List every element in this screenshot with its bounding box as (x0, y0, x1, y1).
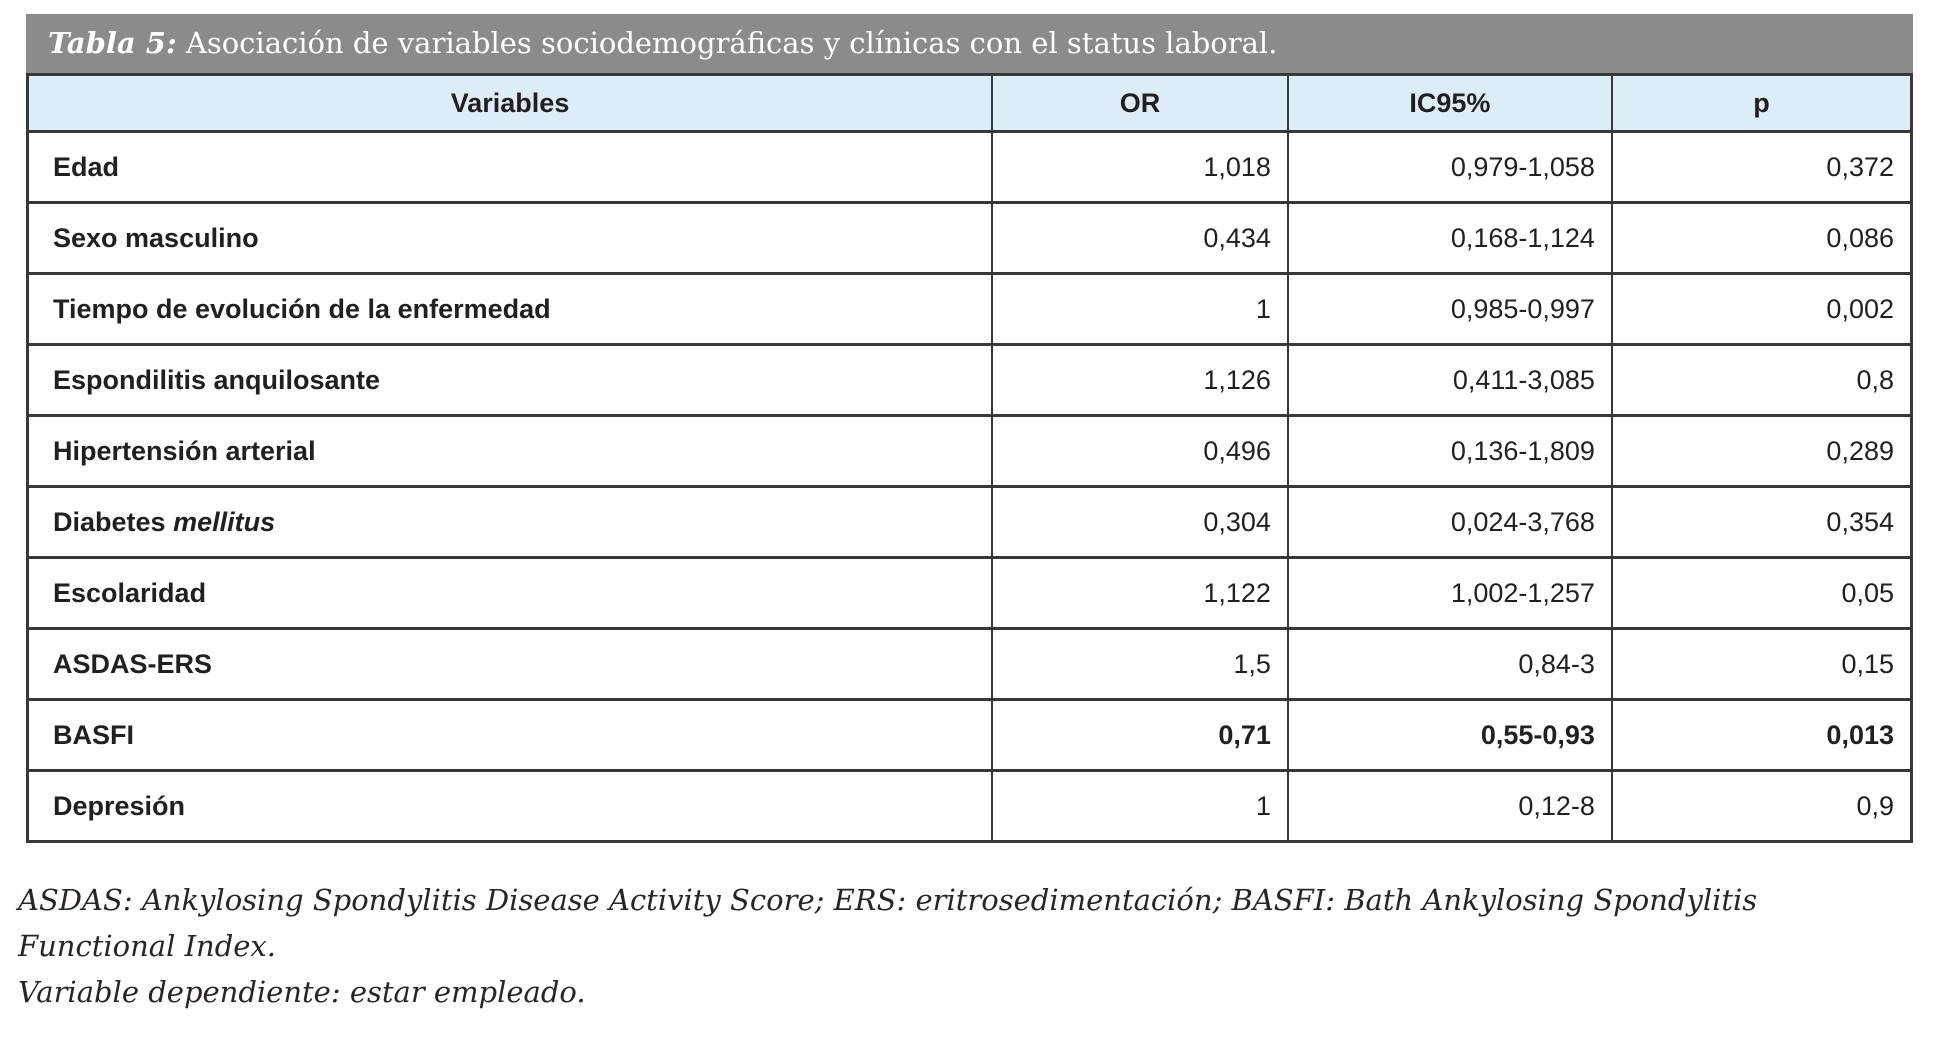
row-variable: Depresión (53, 790, 186, 821)
footnote-abbreviations: ASDAS: Ankylosing Spondylitis Disease Ac… (18, 883, 1758, 963)
col-header-or: OR (991, 73, 1289, 133)
row-ic95-value: 0,55-0,93 (1286, 698, 1613, 772)
table-row: Espondilitis anquilosante 1,126 0,411-3,… (26, 343, 1913, 417)
table-title-label: Tabla 5: (48, 26, 177, 60)
row-or-value: 1,122 (991, 556, 1289, 630)
row-or-value: 1,5 (991, 627, 1289, 701)
col-header-p: p (1610, 73, 1913, 133)
table-row: Tiempo de evolución de la enfermedad 1 0… (26, 272, 1913, 346)
row-or-value: 1 (991, 769, 1289, 843)
row-variable-cell: Sexo masculino (26, 201, 994, 275)
table-row: Escolaridad 1,122 1,002-1,257 0,05 (26, 556, 1913, 630)
results-table: Variables OR IC95% p Edad 1,018 0,979-1,… (26, 73, 1913, 843)
row-p-value: 0,15 (1610, 627, 1913, 701)
footnote-dependent-variable: Variable dependiente: estar empleado. (18, 975, 586, 1009)
row-ic95-value: 0,979-1,058 (1286, 130, 1613, 204)
row-variable-cell: Escolaridad (26, 556, 994, 630)
row-ic95-value: 0,024-3,768 (1286, 485, 1613, 559)
row-ic95-value: 0,985-0,997 (1286, 272, 1613, 346)
row-or-value: 0,71 (991, 698, 1289, 772)
row-p-value: 0,8 (1610, 343, 1913, 417)
row-variable-cell: Edad (26, 130, 994, 204)
row-variable-italic: mellitus (173, 506, 276, 537)
row-ic95-value: 0,12-8 (1286, 769, 1613, 843)
row-ic95-value: 0,136-1,809 (1286, 414, 1613, 488)
row-or-value: 0,434 (991, 201, 1289, 275)
row-p-value: 0,086 (1610, 201, 1913, 275)
table-row: ASDAS-ERS 1,5 0,84-3 0,15 (26, 627, 1913, 701)
table-row: Hipertensión arterial 0,496 0,136-1,809 … (26, 414, 1913, 488)
row-variable-cell: BASFI (26, 698, 994, 772)
row-variable-cell: Espondilitis anquilosante (26, 343, 994, 417)
row-ic95-value: 0,411-3,085 (1286, 343, 1613, 417)
table-title-bar: Tabla 5: Asociación de variables sociode… (26, 14, 1913, 73)
page: Tabla 5: Asociación de variables sociode… (18, 14, 1913, 1015)
col-header-variables: Variables (26, 73, 994, 133)
table-row: Depresión 1 0,12-8 0,9 (26, 769, 1913, 843)
row-ic95-value: 0,84-3 (1286, 627, 1613, 701)
row-ic95-value: 0,168-1,124 (1286, 201, 1613, 275)
row-variable: BASFI (53, 719, 134, 750)
row-variable-cell: Hipertensión arterial (26, 414, 994, 488)
table-row: Sexo masculino 0,434 0,168-1,124 0,086 (26, 201, 1913, 275)
row-p-value: 0,354 (1610, 485, 1913, 559)
table-title-text: Asociación de variables sociodemográfica… (176, 26, 1278, 60)
table-row: Diabetes mellitus 0,304 0,024-3,768 0,35… (26, 485, 1913, 559)
row-variable: ASDAS-ERS (53, 648, 213, 679)
row-variable-cell: Tiempo de evolución de la enfermedad (26, 272, 994, 346)
row-variable-cell: Diabetes mellitus (26, 485, 994, 559)
row-or-value: 1,018 (991, 130, 1289, 204)
row-or-value: 1,126 (991, 343, 1289, 417)
table-header: Variables OR IC95% p (26, 73, 1913, 133)
table-row: BASFI 0,71 0,55-0,93 0,013 (26, 698, 1913, 772)
table-body: Edad 1,018 0,979-1,058 0,372 Sexo mascul… (26, 130, 1913, 843)
row-variable: Diabetes (53, 506, 174, 537)
row-p-value: 0,289 (1610, 414, 1913, 488)
row-or-value: 0,496 (991, 414, 1289, 488)
row-variable-cell: Depresión (26, 769, 994, 843)
row-p-value: 0,013 (1610, 698, 1913, 772)
row-p-value: 0,9 (1610, 769, 1913, 843)
row-variable: Sexo masculino (53, 222, 259, 253)
row-p-value: 0,002 (1610, 272, 1913, 346)
footnotes: ASDAS: Ankylosing Spondylitis Disease Ac… (18, 877, 1898, 1015)
header-row: Variables OR IC95% p (26, 73, 1913, 133)
row-or-value: 1 (991, 272, 1289, 346)
col-header-ic95: IC95% (1286, 73, 1613, 133)
row-p-value: 0,372 (1610, 130, 1913, 204)
row-variable: Escolaridad (53, 577, 207, 608)
row-variable: Espondilitis anquilosante (53, 364, 381, 395)
table-row: Edad 1,018 0,979-1,058 0,372 (26, 130, 1913, 204)
row-variable: Tiempo de evolución de la enfermedad (53, 293, 551, 324)
row-or-value: 0,304 (991, 485, 1289, 559)
row-variable: Edad (53, 151, 120, 182)
row-variable: Hipertensión arterial (53, 435, 316, 466)
row-ic95-value: 1,002-1,257 (1286, 556, 1613, 630)
row-p-value: 0,05 (1610, 556, 1913, 630)
row-variable-cell: ASDAS-ERS (26, 627, 994, 701)
